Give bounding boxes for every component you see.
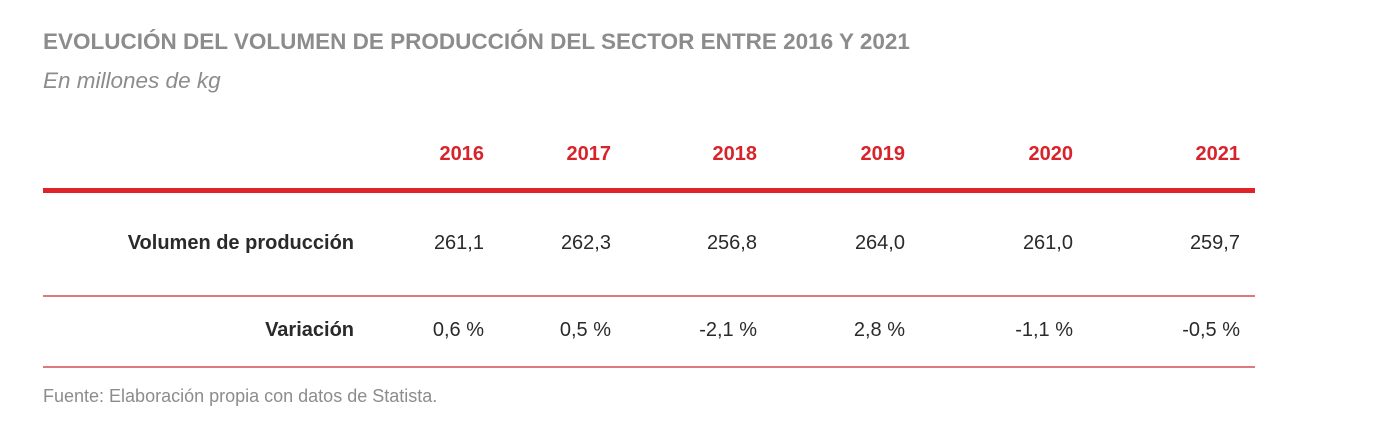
column-header-2021: 2021 bbox=[1195, 143, 1241, 165]
table-cell: 0,5 % bbox=[559, 319, 611, 341]
column-header-2020: 2020 bbox=[1028, 143, 1074, 165]
page-title: EVOLUCIÓN DEL VOLUMEN DE PRODUCCIÓN DEL … bbox=[43, 29, 910, 54]
table-cell: -0,5 % bbox=[1182, 319, 1240, 341]
row-divider bbox=[43, 295, 1255, 297]
table-cell: 0,6 % bbox=[432, 319, 484, 341]
source-note: Fuente: Elaboración propia con datos de … bbox=[43, 386, 438, 406]
table-cell: 2,8 % bbox=[853, 319, 905, 341]
column-header-2018: 2018 bbox=[712, 143, 758, 165]
row-label: Volumen de producción bbox=[127, 232, 354, 254]
table-cell: -2,1 % bbox=[699, 319, 757, 341]
table-cell: 264,0 bbox=[854, 232, 905, 254]
table-cell: 261,0 bbox=[1022, 232, 1073, 254]
table-cell: 262,3 bbox=[560, 232, 611, 254]
header-divider bbox=[43, 188, 1255, 193]
row-divider bbox=[43, 366, 1255, 368]
column-header-2016: 2016 bbox=[439, 143, 485, 165]
column-header-2017: 2017 bbox=[566, 143, 612, 165]
table-cell: -1,1 % bbox=[1015, 319, 1073, 341]
row-label: Variación bbox=[265, 319, 354, 341]
table-cell: 261,1 bbox=[433, 232, 484, 254]
table-cell: 259,7 bbox=[1189, 232, 1240, 254]
subtitle: En millones de kg bbox=[43, 68, 221, 93]
table-cell: 256,8 bbox=[706, 232, 757, 254]
column-header-2019: 2019 bbox=[860, 143, 906, 165]
